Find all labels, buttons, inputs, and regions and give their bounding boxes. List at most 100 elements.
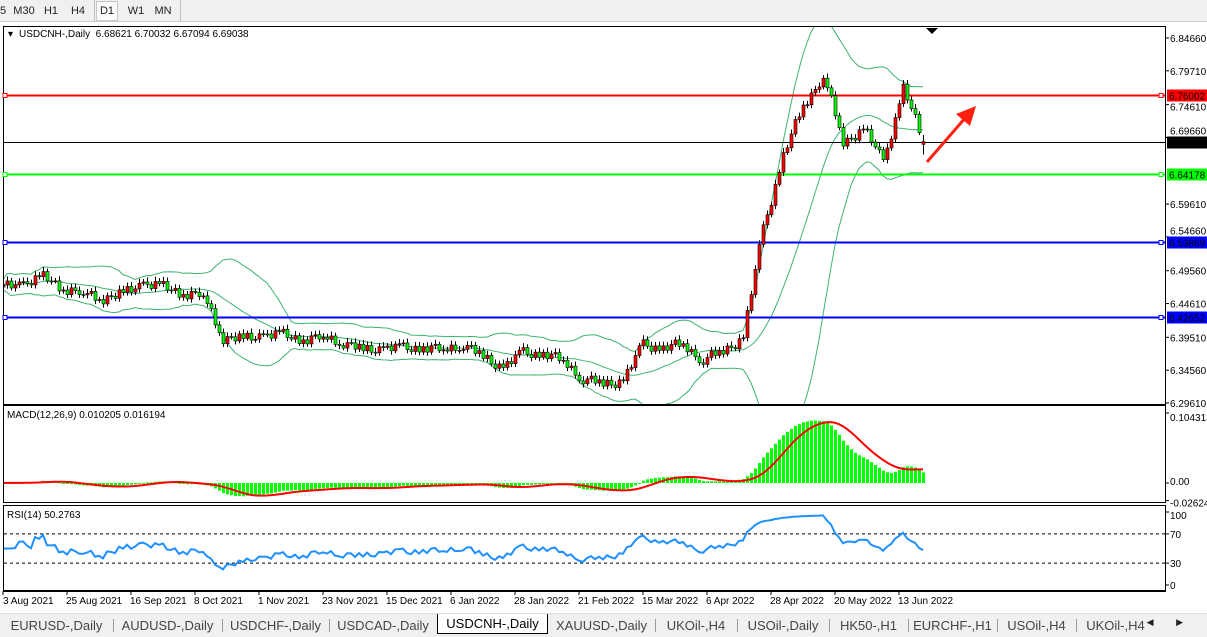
macd-histogram-bar bbox=[514, 483, 517, 488]
candle bbox=[229, 332, 234, 340]
tab-separator bbox=[222, 619, 223, 632]
candle bbox=[109, 291, 114, 300]
macd-histogram-bar bbox=[858, 455, 861, 483]
level-price-tag bbox=[1167, 311, 1207, 324]
candle bbox=[817, 82, 822, 94]
macd-histogram-bar bbox=[714, 481, 717, 483]
candle bbox=[33, 271, 38, 289]
macd-histogram-bar bbox=[614, 483, 617, 491]
macd-label: MACD(12,26,9) 0.010205 0.016194 bbox=[7, 410, 166, 421]
price-tick-label: 6.34560 bbox=[1170, 366, 1207, 377]
candle bbox=[725, 342, 730, 357]
candle bbox=[89, 288, 94, 297]
candle-body bbox=[53, 280, 58, 283]
candle bbox=[741, 334, 746, 342]
macd-histogram-bar bbox=[66, 483, 69, 484]
macd-histogram-bar bbox=[314, 483, 317, 489]
candle-body bbox=[541, 351, 546, 358]
macd-indicator bbox=[4, 420, 925, 497]
candle bbox=[901, 80, 906, 107]
candle-body bbox=[921, 141, 926, 145]
macd-histogram-bar bbox=[674, 476, 677, 483]
chart-tab[interactable]: USDCHF-,Daily bbox=[230, 618, 321, 633]
candle bbox=[265, 329, 270, 338]
toolbar-separator bbox=[94, 0, 95, 22]
chart-tab[interactable]: XAUUSD-,Daily bbox=[555, 618, 647, 633]
candle-body bbox=[269, 333, 274, 339]
timeframe-mn[interactable]: MN bbox=[154, 5, 172, 17]
candle bbox=[833, 91, 838, 120]
candle bbox=[421, 342, 426, 356]
macd-histogram-bar bbox=[918, 469, 921, 483]
candle-body bbox=[621, 379, 626, 382]
candle bbox=[917, 111, 922, 136]
macd-histogram-bar bbox=[114, 483, 117, 487]
candle bbox=[225, 332, 230, 348]
candle-body bbox=[789, 133, 794, 149]
candle-body bbox=[641, 339, 646, 347]
macd-histogram-bar bbox=[394, 483, 397, 487]
chart-tab[interactable]: USDCNH-,Daily bbox=[437, 614, 548, 634]
macd-histogram-bar bbox=[462, 483, 465, 485]
chart-tab[interactable]: USOil-,Daily bbox=[747, 618, 819, 633]
macd-histogram-bar bbox=[634, 483, 637, 486]
candle-body bbox=[497, 363, 502, 369]
macd-histogram-bar bbox=[366, 483, 369, 488]
candle-body bbox=[149, 284, 154, 289]
candle bbox=[321, 333, 326, 343]
shift-marker-icon[interactable] bbox=[926, 28, 938, 34]
candle-body bbox=[893, 117, 898, 140]
macd-histogram-bar bbox=[898, 469, 901, 483]
chart-tab[interactable]: AUDUSD-,Daily bbox=[121, 618, 214, 633]
candle bbox=[353, 338, 358, 353]
macd-histogram-bar bbox=[62, 483, 65, 484]
timeframe-m30[interactable]: M30 bbox=[13, 5, 35, 17]
candle bbox=[813, 85, 818, 96]
candle-body bbox=[417, 345, 422, 353]
date-tick-label: 20 May 2022 bbox=[834, 596, 892, 607]
candle bbox=[481, 347, 486, 361]
candle-body bbox=[297, 335, 302, 344]
macd-histogram-bar bbox=[862, 457, 865, 483]
timeframe-h4[interactable]: H4 bbox=[70, 5, 86, 17]
chart-tab[interactable]: UKOil-,H4 bbox=[666, 618, 726, 633]
candle-body bbox=[853, 137, 858, 141]
candle-body bbox=[125, 286, 130, 293]
candle-body bbox=[25, 281, 30, 284]
candle bbox=[81, 290, 86, 298]
candle bbox=[877, 142, 882, 154]
candle-body bbox=[113, 295, 118, 299]
candle-body bbox=[373, 351, 378, 354]
candle bbox=[585, 376, 590, 386]
candle bbox=[513, 350, 518, 368]
timeframe-w1[interactable]: W1 bbox=[127, 5, 145, 17]
timeframe-d1[interactable]: D1 bbox=[96, 1, 118, 21]
chart-tab[interactable]: USOil-,H4 bbox=[1007, 618, 1066, 633]
band-upper bbox=[4, 27, 924, 352]
chart-tab[interactable]: USDCAD-,Daily bbox=[337, 618, 429, 633]
chart-window[interactable]: 6.84660 6.79710 6.74610 6.69660 6.59610 6.546… bbox=[0, 22, 1207, 613]
candle-body bbox=[873, 141, 878, 148]
chart-tab[interactable]: EURCHF-,H1 bbox=[913, 618, 992, 633]
candle-body bbox=[745, 310, 750, 339]
level-handle bbox=[1158, 93, 1164, 98]
tab-scroll-arrows[interactable]: ◀ ▶ bbox=[1146, 617, 1193, 627]
candle-body bbox=[725, 345, 730, 355]
symbol-menu-icon[interactable]: ▾ bbox=[8, 29, 13, 40]
candle-body bbox=[185, 294, 190, 300]
timeframe-m5[interactable]: 5 bbox=[0, 5, 7, 17]
chart-tab[interactable]: UKOil-,H4 bbox=[1086, 618, 1145, 633]
candle-body bbox=[205, 295, 210, 305]
timeframe-h1[interactable]: H1 bbox=[43, 5, 59, 17]
chart-tab[interactable]: HK50-,H1 bbox=[839, 618, 898, 633]
macd-histogram-bar bbox=[118, 483, 121, 487]
macd-histogram-bar bbox=[350, 483, 353, 488]
candle bbox=[29, 279, 34, 289]
candle-body bbox=[405, 342, 410, 351]
candle-body bbox=[161, 281, 166, 284]
macd-histogram-bar bbox=[470, 483, 473, 484]
price-tick-label: 6.84660 bbox=[1170, 34, 1207, 45]
candle-body bbox=[681, 343, 686, 347]
chart-tab[interactable]: EURUSD-,Daily bbox=[10, 618, 103, 633]
macd-histogram-bar bbox=[686, 477, 689, 483]
